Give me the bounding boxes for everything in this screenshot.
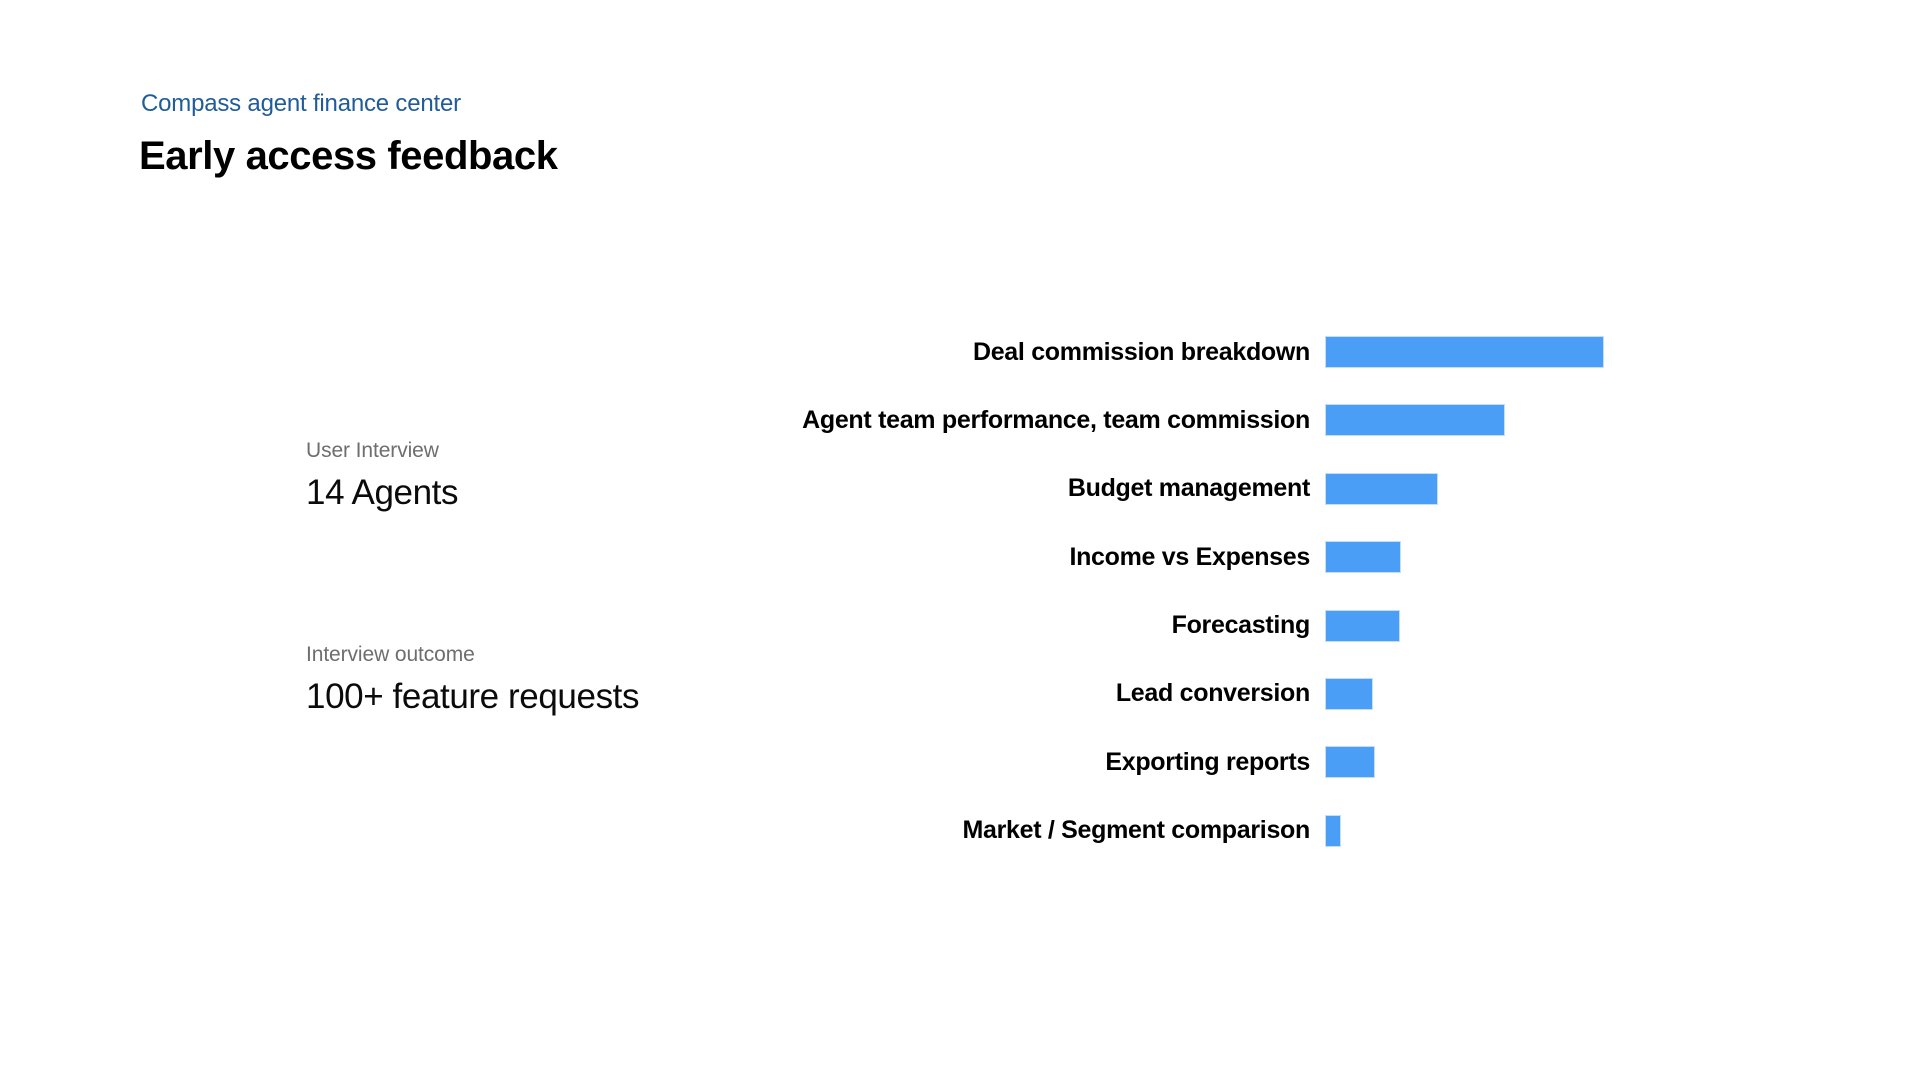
chart-bar (1326, 678, 1372, 709)
chart-bar (1326, 610, 1399, 641)
feature-requests-bar-chart: Deal commission breakdown Agent team per… (726, 337, 1603, 846)
chart-bar-label: Budget management (1067, 474, 1310, 503)
chart-row: Exporting reports (726, 747, 1603, 778)
chart-bar (1326, 473, 1437, 504)
chart-bar (1326, 542, 1400, 573)
chart-row: Forecasting (726, 610, 1603, 641)
stat-label: User Interview (306, 439, 439, 462)
chart-bar-label: Income vs Expenses (1069, 542, 1310, 571)
chart-bar-label: Forecasting (1171, 611, 1311, 640)
chart-row: Income vs Expenses (726, 542, 1603, 573)
stat-user-interview: User Interview 14 Agents (306, 438, 458, 514)
chart-row: Lead conversion (726, 678, 1603, 709)
stat-interview-outcome: Interview outcome 100+ feature requests (306, 642, 639, 718)
chart-bar (1326, 747, 1374, 778)
chart-bar (1326, 815, 1340, 846)
chart-row: Deal commission breakdown (726, 337, 1603, 367)
chart-row: Market / Segment comparison (726, 815, 1603, 846)
stat-value: 14 Agents (306, 473, 459, 513)
chart-bar (1326, 337, 1603, 367)
chart-bar-label: Deal commission breakdown (972, 337, 1310, 366)
chart-bar-label: Exporting reports (1105, 747, 1310, 776)
chart-bar-label: Agent team performance, team commission (802, 405, 1310, 434)
chart-row: Agent team performance, team commission (726, 405, 1603, 436)
chart-row: Budget management (726, 473, 1603, 504)
eyebrow-title: Compass agent finance center (141, 90, 461, 117)
stat-value: 100+ feature requests (306, 677, 640, 717)
chart-bar-label: Lead conversion (1115, 679, 1310, 708)
chart-bar-label: Market / Segment comparison (962, 816, 1310, 845)
page-title: Early access feedback (139, 134, 558, 178)
chart-bar (1326, 405, 1504, 436)
stat-label: Interview outcome (306, 643, 475, 666)
